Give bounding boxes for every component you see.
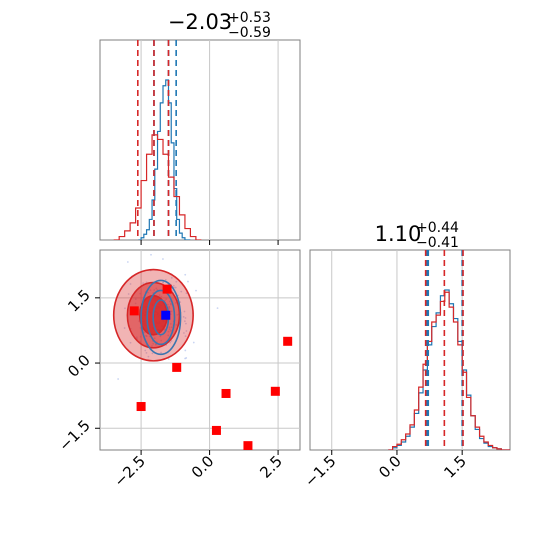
marginal-panel-2: −1.5 0.0 1.5 1.10 +0.44 −0.41: [301, 220, 511, 491]
joint-sample-point: [164, 279, 167, 281]
joint-sample-point: [182, 315, 185, 318]
marginal-1-frame: [99, 39, 301, 241]
joint-sample-point: [145, 352, 148, 354]
joint-marker-0: [161, 310, 171, 320]
joint-sample-point: [185, 292, 188, 295]
joint-marker-5: [136, 402, 146, 412]
joint-sample-point: [167, 358, 170, 360]
joint-sample-point: [129, 341, 132, 344]
marginal-2-hist-series-1: [388, 291, 510, 450]
joint-sample-point: [216, 307, 219, 310]
joint-sample-point: [184, 349, 187, 352]
joint-sample-point: [185, 322, 187, 325]
joint-marker-4: [283, 336, 293, 346]
joint-sample-point: [183, 320, 186, 323]
marginal-2-xtick-label-0: −1.5: [301, 452, 339, 490]
joint-sample-point: [169, 341, 172, 344]
joint-marker-7: [270, 386, 280, 396]
joint-sample-point: [170, 276, 173, 279]
marginal-1-hist-series-1: [113, 134, 202, 240]
joint-sample-point: [184, 273, 187, 276]
joint-sample-point: [144, 349, 147, 352]
marginal-1-title-value: −2.03: [168, 10, 232, 34]
marginal-2-title-lower: −0.41: [416, 235, 459, 251]
joint-sample-point: [183, 310, 186, 313]
joint-sample-point: [117, 378, 120, 380]
marginal-panel-1: −2.03 +0.53 −0.59: [99, 10, 301, 245]
joint-contour-1-level-2: [140, 279, 182, 356]
joint-sample-point: [184, 335, 187, 338]
joint-xtick-label-1: 0.0: [188, 452, 218, 482]
joint-sample-point: [180, 290, 183, 293]
joint-marker-8: [211, 425, 221, 435]
joint-sample-point: [172, 284, 175, 287]
joint-sample-point: [187, 280, 189, 283]
joint-marker-3: [172, 362, 182, 372]
joint-ytick-label-1: 0.0: [64, 351, 94, 381]
joint-panel: −2.5 0.0 2.5 −1.5 0.0 1.5: [55, 249, 301, 491]
joint-sample-point: [174, 286, 177, 289]
joint-sample-point: [126, 261, 129, 263]
joint-sample-point: [129, 283, 132, 285]
marginal-2-frame: [309, 249, 511, 451]
joint-marker-9: [243, 441, 253, 450]
joint-sample-point: [124, 307, 126, 310]
joint-sample-point: [162, 281, 164, 284]
joint-sample-point: [195, 289, 197, 292]
joint-sample-point: [160, 351, 162, 354]
joint-sample-point: [185, 357, 188, 359]
joint-sample-point: [192, 341, 195, 344]
joint-ytick-label-0: −1.5: [55, 416, 93, 454]
joint-marker-1: [162, 284, 172, 294]
marginal-2-title-upper: +0.44: [416, 220, 459, 236]
joint-sample-point: [127, 293, 130, 295]
joint-sample-point: [147, 355, 150, 358]
joint-xtick-label-2: 2.5: [256, 452, 286, 482]
joint-sample-point: [150, 253, 152, 256]
joint-frame: [99, 249, 301, 451]
joint-marker-6: [221, 388, 231, 398]
joint-sample-point: [183, 332, 185, 334]
joint-sample-point: [142, 282, 145, 285]
marginal-2-xtick-label-2: 1.5: [440, 452, 470, 482]
joint-sample-point: [185, 330, 188, 332]
marginal-1-title: −2.03: [168, 10, 232, 34]
marginal-1-hist-series-0: [138, 79, 191, 240]
joint-ytick-label-2: 1.5: [64, 286, 94, 316]
joint-sample-point: [162, 258, 164, 260]
joint-sample-point: [151, 352, 154, 355]
joint-contour-1-level-1: [146, 289, 176, 346]
joint-sample-point: [123, 327, 126, 329]
joint-marker-2: [129, 306, 139, 316]
marginal-1-title-lower: −0.59: [228, 25, 271, 41]
marginal-1-title-upper: +0.53: [228, 10, 271, 26]
joint-sample-point: [170, 340, 173, 342]
marginal-2-xtick-label-1: 0.0: [375, 452, 405, 482]
marginal-2-title-value: 1.10: [375, 222, 422, 246]
marginal-2-title: 1.10: [375, 222, 422, 246]
joint-sample-point: [175, 280, 178, 283]
joint-sample-point: [184, 317, 187, 319]
joint-xtick-label-0: −2.5: [110, 452, 148, 490]
